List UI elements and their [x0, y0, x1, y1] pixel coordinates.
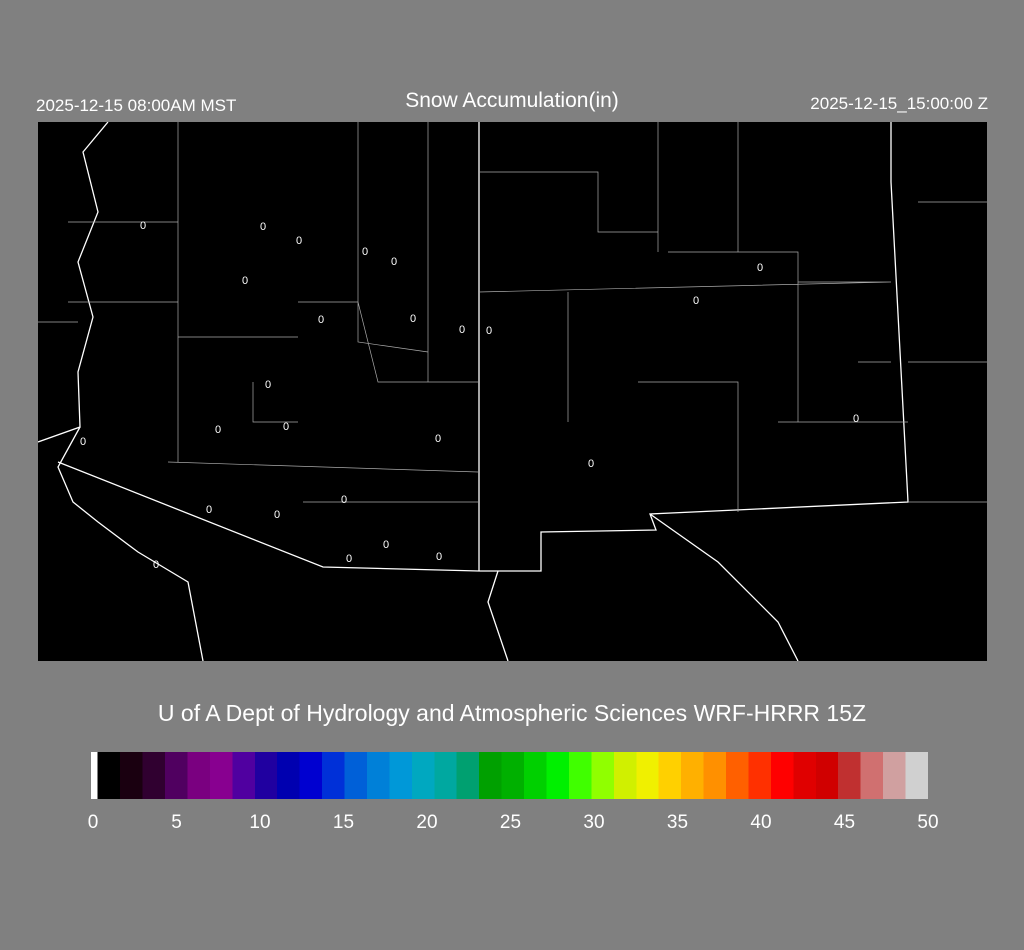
- colorbar-tick-30: 30: [583, 812, 605, 833]
- contour-label: 0: [265, 379, 271, 391]
- az-mx-border: [57, 461, 480, 572]
- contour-label: 0: [435, 433, 441, 445]
- colorbar-tick-45: 45: [833, 812, 856, 833]
- nm-tx-border: [479, 122, 909, 572]
- contour-label: 0: [459, 324, 465, 336]
- contour-label: 0: [318, 314, 324, 326]
- contour-label: 0: [140, 220, 146, 232]
- contour-label: 0: [588, 458, 594, 470]
- contour-label: 0: [383, 539, 389, 551]
- colorbar-tick-15: 15: [332, 812, 355, 833]
- colorbar-tick-0: 0: [87, 812, 99, 833]
- contour-label: 0: [486, 325, 492, 337]
- boundaries: 0 0 0 0 0 0 0 0 0 0 0 0 0 0 0 0 0 0 0 0 0 0 0 0 0 0: [38, 122, 987, 661]
- contour-label: 0: [206, 504, 212, 516]
- contour-label: 0: [274, 509, 280, 521]
- colorbar-tick-5: 5: [171, 812, 182, 833]
- contour-label: 0: [853, 413, 859, 425]
- credit-line: U of A Dept of Hydrology and Atmospheric…: [157, 700, 867, 726]
- west-coast: [38, 122, 109, 443]
- colorbar-tick-25: 25: [499, 812, 522, 833]
- contour-label: 0: [362, 246, 368, 258]
- rio-grande: [649, 513, 799, 661]
- contour-label: 0: [341, 494, 347, 506]
- colorbar-tick-10: 10: [249, 812, 271, 833]
- contour-label: 0: [283, 421, 289, 433]
- county-lines: [38, 122, 987, 512]
- contour-label: 0: [80, 436, 86, 448]
- map-title: Snow Accumulation(in): [405, 89, 619, 112]
- gulf-coast: [487, 570, 509, 661]
- valid-time: 2025-12-15_15:00:00 Z: [810, 94, 988, 113]
- local-time: 2025-12-15 08:00AM MST: [36, 96, 237, 115]
- contour-label: 0: [153, 559, 159, 571]
- contour-label: 0: [410, 313, 416, 325]
- contour-label: 0: [296, 235, 302, 247]
- colorbar: [91, 752, 928, 799]
- snow-accumulation-map: 0 0 0 0 0 0 0 0 0 0 0 0 0 0 0 0 0 0 0 0 0 0 0 0 0 0: [38, 122, 987, 661]
- colorbar-tick-50: 50: [917, 812, 939, 833]
- colorbar-tick-40: 40: [750, 812, 772, 833]
- contour-label: 0: [693, 295, 699, 307]
- contour-label: 0: [391, 256, 397, 268]
- colorbar-tick-35: 35: [666, 812, 689, 833]
- contour-label: 0: [215, 424, 221, 436]
- contour-label: 0: [757, 262, 763, 274]
- contour-label: 0: [260, 221, 266, 233]
- contour-label: 0: [242, 275, 248, 287]
- colorbar-tick-20: 20: [416, 812, 438, 833]
- contour-label: 0: [436, 551, 442, 563]
- contour-label: 0: [346, 553, 352, 565]
- colorado-river: [57, 426, 204, 661]
